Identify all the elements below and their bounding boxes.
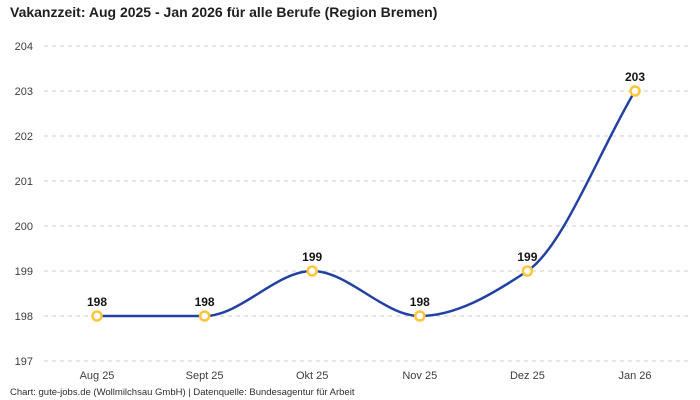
data-point-label: 198 — [410, 295, 430, 309]
data-point-marker — [306, 265, 318, 277]
x-axis-tick-label: Sept 25 — [186, 370, 224, 382]
data-point-marker — [198, 310, 211, 322]
y-axis-tick-label: 201 — [15, 176, 33, 188]
x-axis-tick-label: Dez 25 — [510, 370, 545, 382]
x-axis-tick-label: Jan 26 — [618, 370, 651, 382]
y-axis-tick-label: 202 — [15, 131, 33, 143]
y-axis-tick-label: 199 — [15, 266, 33, 278]
data-point-label: 198 — [195, 295, 215, 309]
y-axis-tick-label: 204 — [15, 41, 33, 53]
series-line — [95, 89, 637, 318]
data-point-label: 198 — [87, 295, 107, 309]
y-axis-tick-label: 200 — [15, 221, 33, 233]
chart-footer-credit: Chart: gute-jobs.de (Wollmilchsau GmbH) … — [10, 387, 355, 398]
data-point-marker — [521, 265, 534, 277]
chart-title: Vakanzzeit: Aug 2025 - Jan 2026 für alle… — [10, 4, 438, 20]
data-point-marker — [414, 310, 426, 322]
data-point-label: 203 — [625, 70, 645, 84]
y-axis-tick-label: 203 — [15, 86, 33, 98]
data-point-marker — [629, 85, 641, 97]
x-axis-tick-label: Nov 25 — [402, 370, 437, 382]
data-point-marker — [91, 310, 103, 322]
data-point-label: 199 — [517, 250, 537, 264]
data-point-label: 199 — [302, 250, 322, 264]
x-axis-tick-label: Okt 25 — [296, 370, 328, 382]
x-axis-tick-label: Aug 25 — [80, 370, 115, 382]
y-axis-tick-label: 197 — [15, 356, 33, 368]
y-axis-tick-label: 198 — [15, 311, 33, 323]
